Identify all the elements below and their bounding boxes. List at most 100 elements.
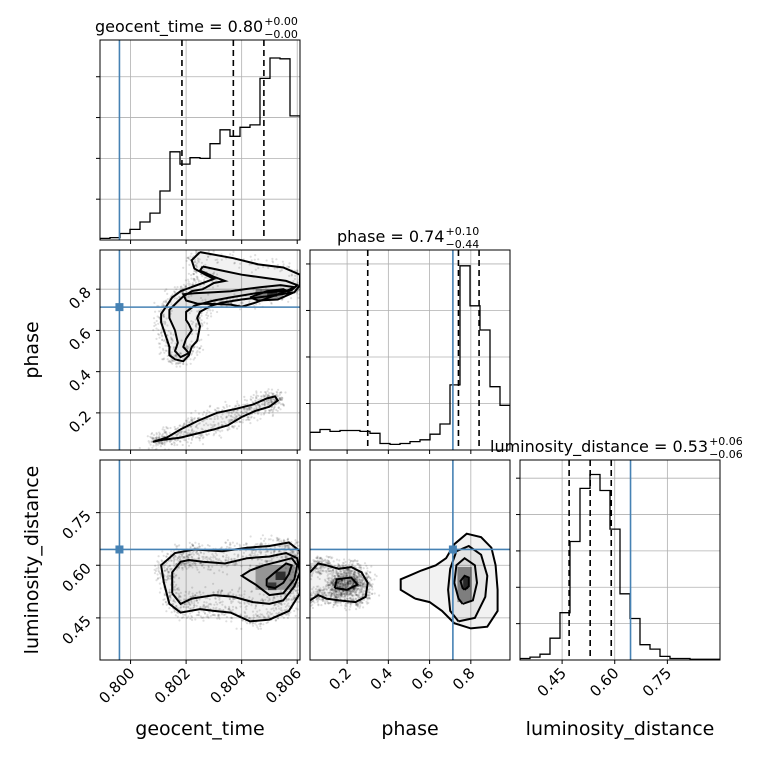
sample-point [169, 596, 172, 599]
sample-point [164, 431, 167, 434]
sample-point [338, 585, 341, 588]
sample-point [351, 562, 354, 566]
sample-point [327, 573, 330, 576]
sample-point [170, 559, 173, 562]
sample-point [342, 579, 345, 582]
sample-point [279, 594, 282, 598]
sample-point [172, 333, 175, 336]
sample-point [262, 615, 265, 618]
sample-point [324, 585, 328, 588]
sample-point [266, 394, 269, 397]
sample-point [346, 573, 349, 577]
sample-point [316, 556, 319, 559]
sample-point [215, 414, 218, 417]
sample-point [164, 581, 167, 584]
sample-point [221, 589, 224, 593]
sample-point [215, 278, 218, 281]
sample-point [357, 594, 360, 597]
sample-point [364, 571, 367, 574]
sample-point [195, 614, 198, 617]
sample-point [342, 565, 345, 568]
sample-point [228, 597, 231, 601]
sample-point [266, 612, 269, 615]
sample-point [359, 601, 362, 604]
sample-point [311, 600, 314, 603]
sample-point [318, 591, 321, 594]
sample-point [190, 437, 193, 440]
sample-point [328, 584, 331, 587]
sample-point [184, 566, 187, 569]
sample-point [320, 604, 323, 607]
sample-point [201, 322, 204, 325]
sample-point [359, 574, 362, 577]
sample-point [231, 541, 234, 544]
sample-point [350, 582, 354, 585]
sample-point [198, 439, 201, 442]
sample-point [352, 572, 355, 576]
sample-point [362, 578, 365, 582]
sample-point [249, 617, 252, 620]
sample-point [195, 326, 198, 329]
sample-point [294, 589, 297, 592]
sample-point [190, 599, 193, 602]
sample-point [317, 571, 320, 574]
sample-point [160, 560, 164, 563]
sample-point [340, 585, 343, 589]
sample-point [336, 574, 340, 577]
sample-point [189, 432, 192, 435]
sample-point [196, 346, 199, 349]
sample-point [278, 611, 281, 614]
sample-point [343, 581, 346, 585]
sample-point [353, 558, 356, 562]
sample-point [187, 606, 190, 609]
sample-point [354, 587, 358, 590]
sample-point [210, 559, 213, 562]
sample-point [345, 586, 349, 589]
sample-point [164, 441, 167, 444]
sample-point [212, 250, 215, 253]
sample-point [261, 599, 264, 602]
sample-point [339, 597, 342, 600]
sample-point [157, 561, 160, 564]
sample-point [238, 420, 242, 423]
sample-point [367, 575, 370, 579]
sample-point [266, 560, 269, 563]
sample-point [230, 418, 234, 421]
sample-point [359, 564, 362, 567]
sample-point [265, 393, 268, 396]
sample-point [332, 574, 335, 578]
sample-point [231, 425, 234, 428]
sample-point [211, 286, 215, 289]
sample-point [362, 591, 365, 595]
sample-point [166, 578, 169, 582]
sample-point [297, 296, 300, 299]
sample-point [303, 597, 305, 599]
sample-point [344, 565, 347, 568]
sample-point [258, 406, 261, 409]
sample-point [332, 569, 335, 572]
sample-point [302, 577, 304, 579]
sample-point [337, 571, 340, 575]
contour-line [459, 574, 470, 591]
sample-point [160, 434, 164, 437]
sample-point [229, 420, 232, 423]
sample-point [189, 358, 192, 361]
sample-point [362, 585, 365, 589]
sample-point [256, 614, 259, 618]
sample-point [275, 403, 278, 406]
sample-point [196, 436, 199, 439]
sample-point [361, 578, 364, 581]
sample-point [164, 569, 167, 572]
sample-point [287, 605, 290, 608]
sample-point [335, 570, 338, 573]
sample-point [347, 602, 350, 605]
sample-point [244, 403, 247, 406]
sample-point [178, 361, 181, 364]
sample-point [346, 581, 349, 584]
sample-point [196, 417, 200, 420]
sample-point [317, 567, 320, 570]
sample-point [204, 586, 207, 589]
sample-point [163, 569, 166, 572]
sample-point [286, 613, 289, 616]
sample-point [316, 599, 320, 602]
